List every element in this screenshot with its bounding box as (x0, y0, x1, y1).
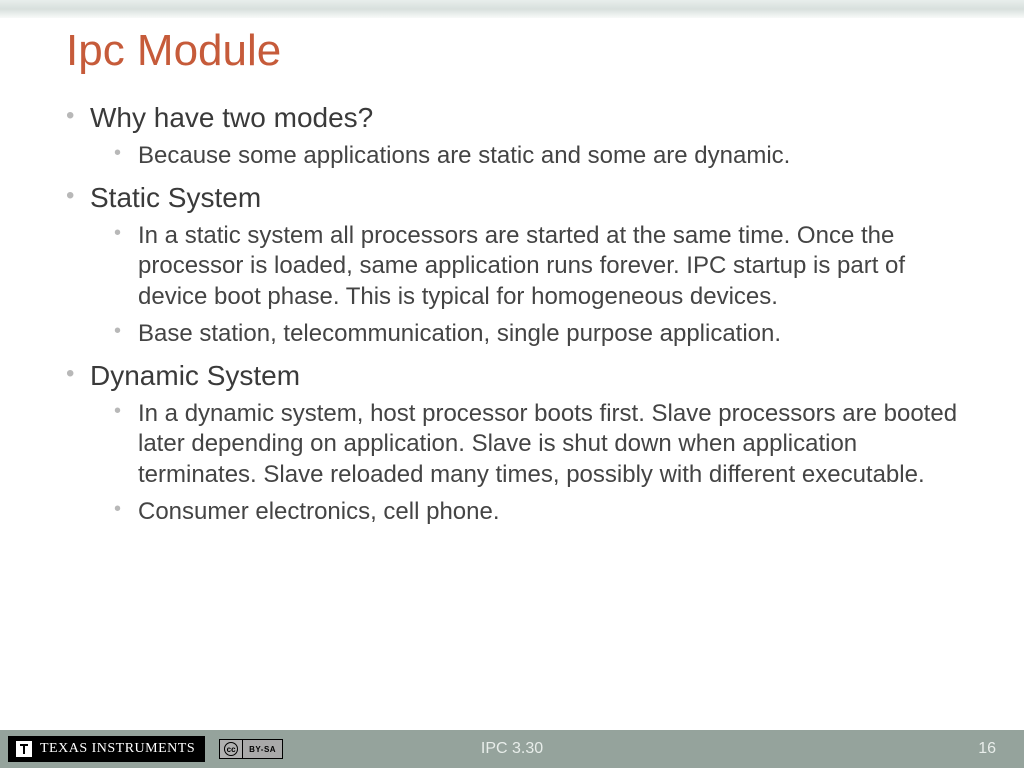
page-number: 16 (978, 740, 996, 758)
cc-icon: cc (220, 740, 243, 758)
bullet-list-lvl1: Why have two modes? Because some applica… (66, 100, 976, 527)
bullet-lvl2-text: In a dynamic system, host processor boot… (138, 400, 957, 488)
slide-title: Ipc Module (66, 26, 281, 76)
ti-logo-text: TEXAS INSTRUMENTS (40, 741, 195, 757)
cc-license-badge: cc BY-SA (219, 739, 283, 759)
bullet-lvl2: Base station, telecommunication, single … (114, 319, 976, 350)
bullet-lvl2: Consumer electronics, cell phone. (114, 497, 976, 528)
texas-instruments-logo: TEXAS INSTRUMENTS (8, 736, 205, 762)
bullet-lvl2: In a dynamic system, host processor boot… (114, 399, 976, 491)
slide-footer: TEXAS INSTRUMENTS cc BY-SA IPC 3.30 16 (0, 730, 1024, 768)
bullet-lvl1: Dynamic System In a dynamic system, host… (66, 358, 976, 528)
bullet-list-lvl2: In a dynamic system, host processor boot… (90, 399, 976, 528)
bullet-lvl2-text: In a static system all processors are st… (138, 222, 905, 310)
bullet-lvl1: Why have two modes? Because some applica… (66, 100, 976, 172)
bullet-lvl1: Static System In a static system all pro… (66, 180, 976, 350)
cc-type-label: BY-SA (243, 740, 282, 758)
bullet-lvl1-text: Why have two modes? (90, 102, 373, 133)
top-gradient-band (0, 0, 1024, 18)
bullet-lvl2-text: Consumer electronics, cell phone. (138, 498, 500, 525)
bullet-lvl2-text: Because some applications are static and… (138, 142, 790, 169)
bullet-lvl1-text: Dynamic System (90, 360, 300, 391)
bullet-list-lvl2: Because some applications are static and… (90, 141, 976, 172)
ti-chip-icon (16, 741, 32, 757)
bullet-list-lvl2: In a static system all processors are st… (90, 221, 976, 350)
bullet-lvl2-text: Base station, telecommunication, single … (138, 320, 781, 347)
slide-content: Why have two modes? Because some applica… (66, 100, 976, 535)
bullet-lvl2: Because some applications are static and… (114, 141, 976, 172)
cc-circle-icon: cc (224, 742, 238, 756)
slide: Ipc Module Why have two modes? Because s… (0, 0, 1024, 768)
bullet-lvl1-text: Static System (90, 182, 261, 213)
bullet-lvl2: In a static system all processors are st… (114, 221, 976, 313)
footer-center-text: IPC 3.30 (481, 740, 543, 758)
